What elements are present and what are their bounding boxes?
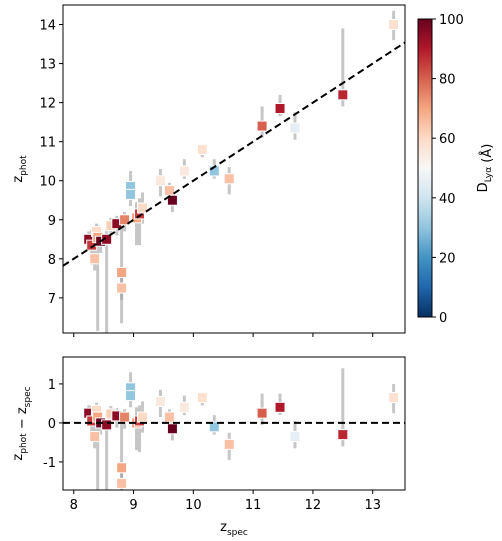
label-sub: phot — [19, 433, 29, 454]
label-sub: spec — [227, 528, 248, 538]
point — [289, 431, 301, 443]
colorbar — [417, 18, 433, 318]
plot-frame — [62, 356, 406, 491]
point — [154, 395, 166, 407]
y-tick-label: 10 — [39, 175, 56, 190]
y-tick-label: 8 — [48, 253, 56, 268]
point — [208, 421, 220, 433]
point — [101, 419, 113, 431]
point — [119, 411, 131, 423]
point — [101, 233, 113, 245]
point — [196, 392, 208, 404]
y-tick-label: 12 — [39, 97, 56, 112]
y-tick-label: 9 — [48, 214, 56, 229]
point — [125, 390, 137, 402]
point — [166, 194, 178, 206]
point — [116, 266, 128, 278]
point — [256, 407, 268, 419]
colorbar-tick-label: 40 — [439, 192, 456, 207]
colorbar-tick-label: 0 — [439, 311, 447, 326]
point — [337, 429, 349, 441]
label-text: (Å) — [479, 144, 495, 167]
y-tick-label: 7 — [48, 292, 56, 307]
one-to-one-line — [63, 41, 405, 267]
point — [337, 89, 349, 101]
y-tick-label: -1 — [43, 456, 56, 471]
point — [223, 438, 235, 450]
label-text: D — [476, 182, 491, 192]
point — [178, 401, 190, 413]
y-tick-label: 0 — [48, 417, 56, 432]
point — [125, 188, 137, 200]
x-tick-label: 13 — [364, 498, 381, 513]
y-tick-label: 14 — [39, 19, 56, 34]
point — [274, 102, 286, 114]
colorbar-tick-label: 80 — [439, 73, 456, 88]
plot-frame — [62, 4, 406, 334]
label-sub: phot — [19, 155, 29, 176]
axis-label: zspec — [220, 520, 248, 538]
x-tick-label: 9 — [129, 498, 137, 513]
axis-label: DLyα (Å) — [476, 144, 495, 193]
y-tick-label: 11 — [39, 136, 56, 151]
x-tick-label: 10 — [185, 498, 202, 513]
point — [289, 122, 301, 134]
plot-area — [63, 368, 405, 490]
point — [89, 431, 101, 443]
label-text: − z — [15, 407, 30, 433]
point — [89, 253, 101, 265]
point — [137, 202, 149, 214]
label-sub: Lyα — [484, 167, 494, 183]
point — [223, 173, 235, 185]
y-tick-label: 13 — [39, 58, 56, 73]
point — [137, 411, 149, 423]
y-tick-label: 1 — [48, 378, 56, 393]
x-tick-label: 12 — [305, 498, 322, 513]
point — [116, 462, 128, 474]
x-tick-label: 8 — [70, 498, 78, 513]
point — [388, 19, 400, 31]
axis-label: zphot − zspec — [11, 386, 33, 460]
point — [119, 214, 131, 226]
point — [154, 175, 166, 187]
point — [163, 184, 175, 196]
point — [116, 477, 128, 489]
label-sub: spec — [23, 386, 33, 407]
point — [116, 282, 128, 294]
colorbar-tick-label: 60 — [439, 132, 456, 147]
label-text: z — [220, 520, 227, 535]
label-text: z — [11, 176, 26, 183]
point — [166, 423, 178, 435]
axis-label: zphot — [11, 155, 29, 183]
point — [388, 392, 400, 404]
plot-area — [63, 10, 405, 333]
colorbar-tick-label: 20 — [439, 251, 456, 266]
colorbar-tick-label: 100 — [439, 13, 464, 28]
label-text: z — [11, 454, 26, 461]
point — [178, 165, 190, 177]
point — [196, 143, 208, 155]
point — [256, 120, 268, 132]
point — [274, 401, 286, 413]
x-tick-label: 11 — [245, 498, 262, 513]
point — [163, 411, 175, 423]
